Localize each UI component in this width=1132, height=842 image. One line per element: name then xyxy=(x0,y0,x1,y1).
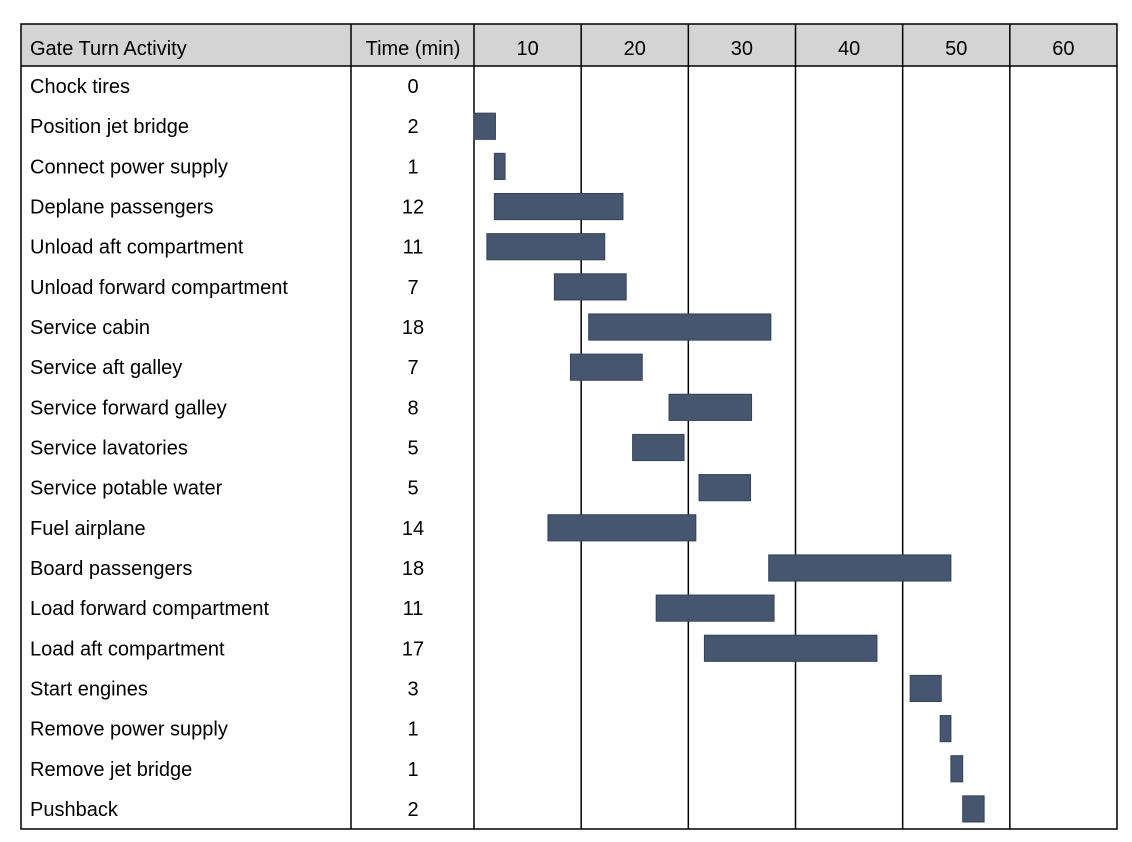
activity-label: Remove power supply xyxy=(30,719,228,741)
header-activity: Gate Turn Activity xyxy=(30,38,187,60)
activity-label: Service lavatories xyxy=(30,438,188,460)
time-value: 0 xyxy=(407,76,418,98)
activity-label: Position jet bridge xyxy=(30,116,189,138)
time-value: 14 xyxy=(402,518,424,540)
gantt-bar xyxy=(655,594,775,622)
gantt-bar xyxy=(473,112,496,140)
time-value: 11 xyxy=(403,237,424,259)
x-tick-labels: 10 20 30 40 50 60 xyxy=(516,38,1074,60)
gantt-bar xyxy=(632,433,685,462)
header-time: Time (min) xyxy=(366,38,461,60)
time-value: 7 xyxy=(407,277,418,299)
gantt-bar xyxy=(698,474,751,502)
time-value: 7 xyxy=(407,357,418,379)
gantt-bars xyxy=(473,112,985,823)
x-tick-label: 30 xyxy=(731,38,753,60)
time-value: 1 xyxy=(407,156,418,178)
gantt-bar xyxy=(668,393,753,421)
x-tick-label: 20 xyxy=(624,38,646,60)
gantt-bar xyxy=(939,715,952,743)
x-tick-label: 40 xyxy=(838,38,860,60)
activity-label: Remove jet bridge xyxy=(30,759,192,781)
activity-label: Load aft compartment xyxy=(30,638,225,660)
gantt-bar xyxy=(909,674,942,703)
time-value: 1 xyxy=(407,759,418,781)
x-tick-label: 50 xyxy=(945,38,967,60)
activity-label: Service aft galley xyxy=(30,357,182,379)
gantt-bar xyxy=(569,353,643,381)
activity-label: Unload aft compartment xyxy=(30,237,244,259)
activity-label: Pushback xyxy=(30,799,119,821)
gantt-bar xyxy=(486,233,606,261)
time-value: 12 xyxy=(402,197,424,219)
time-value: 18 xyxy=(402,558,424,580)
activity-label: Service forward galley xyxy=(30,397,227,419)
time-value: 1 xyxy=(407,719,418,741)
gantt-bar xyxy=(768,554,952,582)
activity-label: Chock tires xyxy=(30,76,130,98)
activity-label: Service cabin xyxy=(30,317,150,339)
gantt-bar xyxy=(588,313,772,341)
activity-label: Unload forward compartment xyxy=(30,277,288,299)
gantt-bar xyxy=(703,634,878,662)
time-value: 5 xyxy=(407,478,418,500)
grid-lines xyxy=(20,23,1118,830)
time-value: 18 xyxy=(402,317,424,339)
activity-label: Load forward compartment xyxy=(30,598,269,620)
x-tick-label: 60 xyxy=(1052,38,1074,60)
gantt-bar xyxy=(547,514,697,542)
activity-label: Fuel airplane xyxy=(30,518,146,540)
time-value: 5 xyxy=(407,438,418,460)
gantt-bar xyxy=(493,152,506,180)
activity-label: Board passengers xyxy=(30,558,192,580)
activity-label: Service potable water xyxy=(30,478,223,500)
header-background xyxy=(21,24,1117,66)
activity-rows: Chock tires 0 Position jet bridge 2 Connect … xyxy=(30,76,424,821)
activity-label: Deplane passengers xyxy=(30,197,213,219)
time-value: 8 xyxy=(407,397,418,419)
time-value: 17 xyxy=(402,638,424,660)
time-value: 3 xyxy=(407,678,418,700)
activity-label: Connect power supply xyxy=(30,156,228,178)
gantt-bar xyxy=(553,273,627,301)
chart-border xyxy=(20,23,1118,830)
gantt-bar xyxy=(950,755,964,783)
time-value: 2 xyxy=(407,799,418,821)
activity-label: Start engines xyxy=(30,678,148,700)
gantt-bar xyxy=(493,192,624,221)
time-value: 2 xyxy=(407,116,418,138)
x-tick-label: 10 xyxy=(516,38,538,60)
time-value: 11 xyxy=(403,598,424,620)
gantt-bar xyxy=(962,795,985,823)
